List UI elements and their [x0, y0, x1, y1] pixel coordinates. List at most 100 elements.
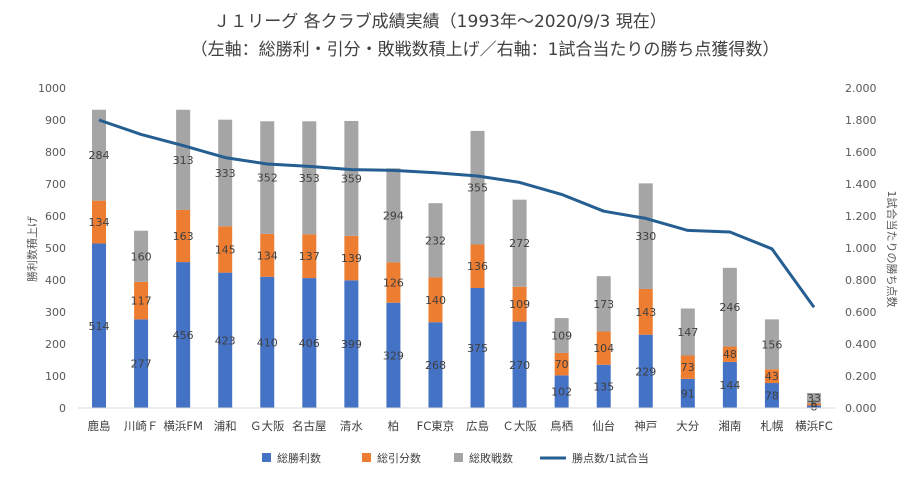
data-label-wins: 375: [467, 342, 488, 355]
bar-losses: [512, 199, 527, 287]
bar-wins: [596, 364, 611, 408]
data-label-wins: 329: [383, 349, 404, 362]
y-tick-label: 1000: [38, 82, 66, 95]
bar-draws: [680, 355, 695, 379]
bar-draws: [134, 281, 149, 320]
bar-draws: [806, 403, 821, 406]
bar-wins: [638, 334, 653, 408]
bar-losses: [428, 203, 443, 278]
bar-draws: [764, 369, 779, 384]
data-label-draws: 134: [89, 216, 110, 229]
data-label-losses: 284: [89, 149, 110, 162]
bar-draws: [638, 288, 653, 335]
bar-losses: [176, 109, 191, 210]
category-label: 横浜FC: [795, 419, 833, 433]
y2-tick-label: 1.000: [845, 242, 877, 255]
data-label-draws: 143: [635, 306, 656, 319]
data-label-draws: 6: [810, 398, 817, 411]
bar-losses: [344, 120, 359, 236]
data-label-draws: 145: [215, 243, 236, 256]
category-label: 湘南: [718, 419, 741, 433]
y-tick-label: 600: [45, 210, 66, 223]
y2-tick-label: 0.200: [845, 370, 877, 383]
bar-losses: [764, 319, 779, 370]
category-label: 名古屋: [292, 419, 327, 433]
category-label: 鹿島: [88, 419, 111, 433]
category-label: Ｇ大阪: [250, 419, 285, 433]
legend-swatch-draws: [362, 453, 371, 462]
bar-labels: 514 134 284 277 117 160 456 163 313 423 145 333 410 1…: [89, 149, 821, 414]
bar-wins: [302, 278, 317, 408]
y2-tick-label: 0.600: [845, 306, 877, 319]
bar-draws: [722, 346, 737, 362]
data-label-draws: 70: [555, 358, 569, 371]
line-layer: [98, 118, 816, 309]
bar-losses: [302, 121, 317, 235]
data-label-wins: 410: [257, 336, 278, 349]
bar-draws: [344, 235, 359, 281]
bar-wins: [134, 319, 149, 408]
category-label: FC東京: [417, 419, 455, 433]
bar-losses: [260, 121, 275, 234]
data-label-wins: 406: [299, 337, 320, 350]
bar-wins: [428, 322, 443, 408]
data-label-losses: 160: [131, 250, 152, 263]
legend-swatch-wins: [262, 453, 271, 462]
bar-losses: [554, 318, 569, 353]
data-label-draws: 126: [383, 277, 404, 290]
bars: [92, 109, 821, 408]
bar-losses: [134, 230, 149, 282]
bar-wins: [680, 378, 695, 408]
bar-losses: [806, 392, 821, 404]
bar-draws: [428, 277, 443, 323]
bar-losses: [470, 130, 485, 245]
legend-label-draws: 総引分数: [377, 451, 421, 465]
bar-wins: [386, 302, 401, 408]
data-label-losses: 246: [719, 301, 740, 314]
data-label-wins: 456: [173, 329, 194, 342]
legend-label-wins: 総勝利数: [277, 451, 321, 465]
data-label-losses: 147: [677, 326, 698, 339]
data-label-draws: 139: [341, 252, 362, 265]
bar-draws: [596, 331, 611, 365]
bar-losses: [596, 276, 611, 332]
line-points-per-game: [98, 118, 816, 309]
data-label-draws: 137: [299, 250, 320, 263]
category-label: Ｃ大阪: [502, 419, 537, 433]
data-label-losses: 355: [467, 182, 488, 195]
y-tick-label: 500: [45, 242, 66, 255]
bar-draws: [554, 352, 569, 376]
data-label-draws: 117: [131, 295, 152, 308]
y-tick-label: 800: [45, 146, 66, 159]
y2-axis-label: 1試合当たりの勝ち点数: [885, 191, 899, 308]
bar-wins: [344, 280, 359, 408]
data-label-losses: 330: [635, 230, 656, 243]
bar-draws: [386, 262, 401, 303]
bar-wins: [176, 262, 191, 408]
bar-losses: [92, 109, 107, 201]
data-label-draws: 104: [593, 342, 614, 355]
data-label-wins: 91: [681, 387, 695, 400]
data-label-draws: 73: [681, 361, 695, 374]
bar-losses: [638, 183, 653, 289]
category-label: 浦和: [214, 419, 237, 433]
data-label-draws: 134: [257, 249, 278, 262]
bar-draws: [302, 234, 317, 279]
legend-label-points-per-game: 勝点数/1試合当: [572, 451, 649, 465]
bar-draws: [260, 233, 275, 277]
y2-tick-label: 0.400: [845, 338, 877, 351]
y-tick-label: 700: [45, 178, 66, 191]
data-label-wins: 135: [593, 380, 614, 393]
bar-losses: [722, 267, 737, 347]
legend: 総勝利数 総引分数 総敗戦数 勝点数/1試合当: [262, 451, 649, 465]
bar-wins: [722, 361, 737, 408]
legend-swatch-losses: [454, 453, 463, 462]
data-label-wins: 229: [635, 365, 656, 378]
bar-wins: [92, 243, 107, 408]
bar-draws: [512, 286, 527, 322]
data-label-wins: 423: [215, 334, 236, 347]
data-label-losses: 109: [551, 330, 572, 343]
data-label-wins: 277: [131, 358, 152, 371]
data-label-wins: 270: [509, 359, 530, 372]
